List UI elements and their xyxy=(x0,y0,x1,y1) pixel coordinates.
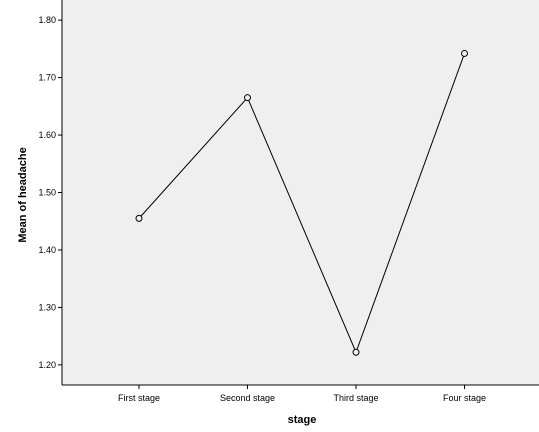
y-tick-label: 1.70 xyxy=(38,73,56,83)
data-point xyxy=(352,348,360,356)
x-tick-label: Second stage xyxy=(220,393,275,403)
y-tick-label: 1.40 xyxy=(38,245,56,255)
y-tick-label: 1.20 xyxy=(38,360,56,370)
y-axis-title: Mean of headache xyxy=(17,147,29,242)
y-tick-label: 1.60 xyxy=(38,130,56,140)
data-point xyxy=(461,49,468,57)
y-tick-label: 1.30 xyxy=(38,302,56,312)
series-line xyxy=(138,53,465,354)
y-axis-ticks: 1.20 1.30 1.40 1.50 1.60 1.70 1.80 xyxy=(38,15,62,370)
data-points xyxy=(135,49,468,356)
y-tick-label: 1.50 xyxy=(38,188,56,198)
data-point xyxy=(135,214,143,222)
x-axis-ticks: First stage Second stage Third stage Four s… xyxy=(118,385,486,403)
x-axis-title: stage xyxy=(288,414,317,426)
data-point xyxy=(244,94,251,102)
plot-area xyxy=(62,0,539,385)
x-tick-label: Four stage xyxy=(443,393,486,403)
y-tick-label: 1.80 xyxy=(38,15,56,25)
x-tick-label: First stage xyxy=(118,393,160,403)
x-tick-label: Third stage xyxy=(333,393,378,403)
